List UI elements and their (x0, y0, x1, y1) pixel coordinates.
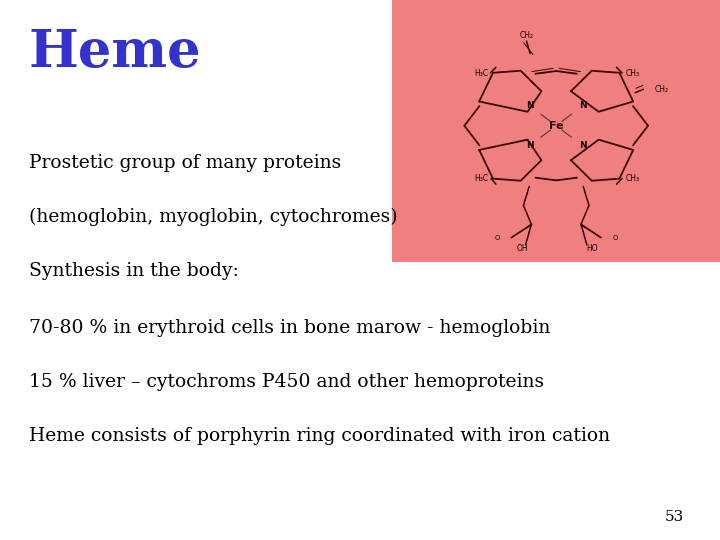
Text: N: N (579, 141, 587, 150)
Text: H₃C: H₃C (474, 69, 489, 78)
Text: HO: HO (586, 244, 598, 253)
Text: 53: 53 (665, 510, 684, 524)
Text: N: N (579, 101, 587, 110)
Text: CH₃: CH₃ (625, 69, 639, 78)
Text: CH₃: CH₃ (625, 174, 639, 183)
Text: O: O (495, 235, 500, 241)
Text: H₃C: H₃C (474, 174, 489, 183)
Text: 70-80 % in erythroid cells in bone marow - hemoglobin: 70-80 % in erythroid cells in bone marow… (29, 319, 550, 336)
Text: Prostetic group of many proteins: Prostetic group of many proteins (29, 154, 341, 172)
Text: O: O (612, 235, 618, 241)
Text: CH₂: CH₂ (519, 31, 534, 40)
Bar (392, 0, 720, 262)
Text: CH₂: CH₂ (654, 85, 668, 94)
Text: OH: OH (516, 244, 528, 253)
Text: N: N (526, 141, 534, 150)
Text: (hemoglobin, myoglobin, cytochromes): (hemoglobin, myoglobin, cytochromes) (29, 208, 397, 226)
Text: N: N (526, 101, 534, 110)
Text: Synthesis in the body:: Synthesis in the body: (29, 262, 238, 280)
Text: Heme: Heme (29, 27, 202, 78)
Text: 15 % liver – cytochroms P450 and other hemoproteins: 15 % liver – cytochroms P450 and other h… (29, 373, 544, 390)
Text: Fe: Fe (549, 121, 564, 131)
Text: Heme consists of porphyrin ring coordinated with iron cation: Heme consists of porphyrin ring coordina… (29, 427, 610, 444)
